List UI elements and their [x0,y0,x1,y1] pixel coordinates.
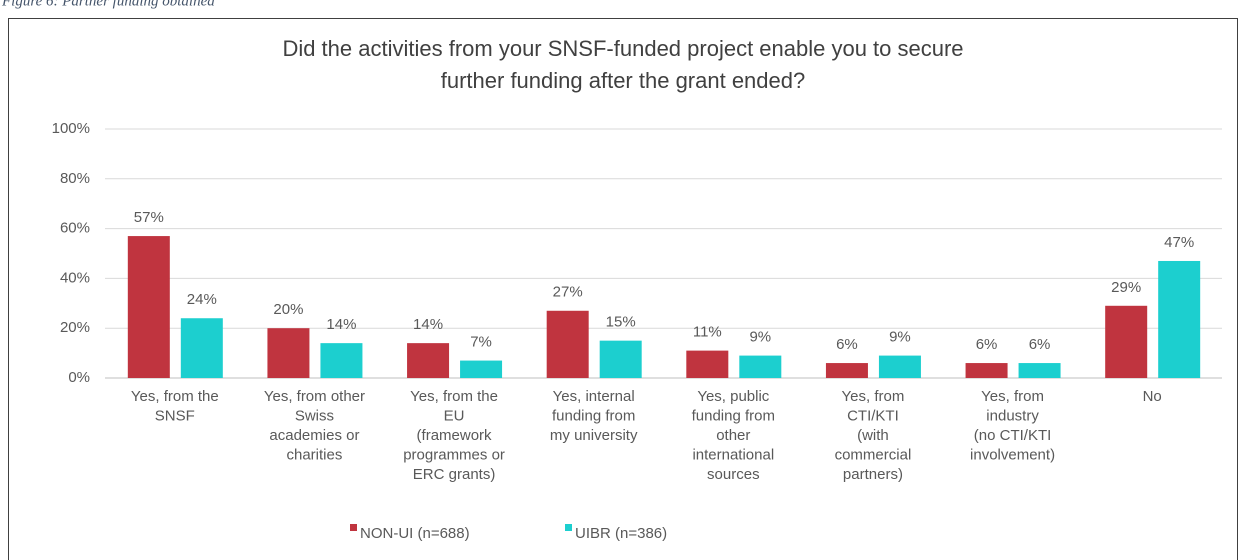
x-tick-label: Yes, public [697,388,769,405]
x-tick-label: Yes, from other [264,388,365,405]
bar [965,363,1008,378]
bar [825,363,868,378]
bar [460,360,503,378]
legend-swatch [350,524,357,531]
x-tick-label: funding from [552,407,635,424]
legend-swatch [565,524,572,531]
value-label: 14% [326,316,356,333]
y-tick-label: 0% [68,369,90,386]
bar [739,355,782,378]
bar [267,328,310,378]
x-tick-label: (no CTI/KTI [974,427,1052,444]
bar [878,355,921,378]
x-tick-label: my university [550,427,638,444]
value-label: 27% [553,284,583,301]
x-tick-label: SNSF [155,407,195,424]
value-label: 9% [749,329,771,346]
value-label: 20% [273,301,303,318]
value-label: 24% [187,291,217,308]
value-label: 57% [134,209,164,226]
x-tick-label: partners) [843,466,903,483]
chart-title: further funding after the grant ended? [441,68,805,93]
y-tick-label: 20% [60,319,90,336]
y-tick-label: 100% [52,120,90,137]
x-tick-label: other [716,427,750,444]
x-tick-label: industry [986,407,1039,424]
chart-frame [8,18,1238,560]
x-tick-label: academies or [269,427,359,444]
x-tick-label: (with [857,427,889,444]
x-tick-label: CTI/KTI [847,407,899,424]
value-label: 11% [693,324,722,341]
bar [1158,260,1201,378]
x-tick-label: (framework [417,427,493,444]
x-tick-label: Yes, internal [553,388,635,405]
bar [1105,305,1148,378]
value-label: 29% [1111,279,1141,296]
y-tick-label: 40% [60,269,90,286]
x-tick-label: Yes, from the [410,388,498,405]
bar [546,310,589,378]
value-label: 6% [1029,336,1051,353]
x-tick-label: commercial [835,446,912,463]
bar [407,343,450,378]
chart-title: Did the activities from your SNSF-funded… [282,36,963,61]
x-tick-label: sources [707,466,760,483]
bar [180,318,223,378]
bar [1018,363,1061,378]
x-tick-label: charities [287,446,343,463]
value-label: 7% [470,334,492,351]
x-tick-label: No [1143,388,1162,405]
value-label: 14% [413,316,443,333]
value-label: 6% [976,336,998,353]
x-tick-label: Swiss [295,407,334,424]
x-tick-label: programmes or [403,446,505,463]
figure-caption: Figure 6: Partner funding obtained [1,0,215,9]
legend-label: NON-UI (n=688) [360,525,470,542]
x-tick-label: involvement) [970,446,1055,463]
legend-label: UIBR (n=386) [575,525,667,542]
y-tick-label: 80% [60,170,90,187]
x-tick-label: EU [444,407,465,424]
value-label: 9% [889,329,911,346]
x-tick-label: funding from [692,407,775,424]
x-tick-label: ERC grants) [413,466,496,483]
y-tick-label: 60% [60,220,90,237]
bar [127,236,170,378]
value-label: 6% [836,336,858,353]
bar [599,340,642,378]
bar [320,343,363,378]
x-tick-label: Yes, from the [131,388,219,405]
x-tick-label: international [692,446,774,463]
x-tick-label: Yes, from [842,388,905,405]
x-tick-label: Yes, from [981,388,1044,405]
value-label: 47% [1164,234,1194,251]
bar [686,350,729,378]
value-label: 15% [606,314,636,331]
